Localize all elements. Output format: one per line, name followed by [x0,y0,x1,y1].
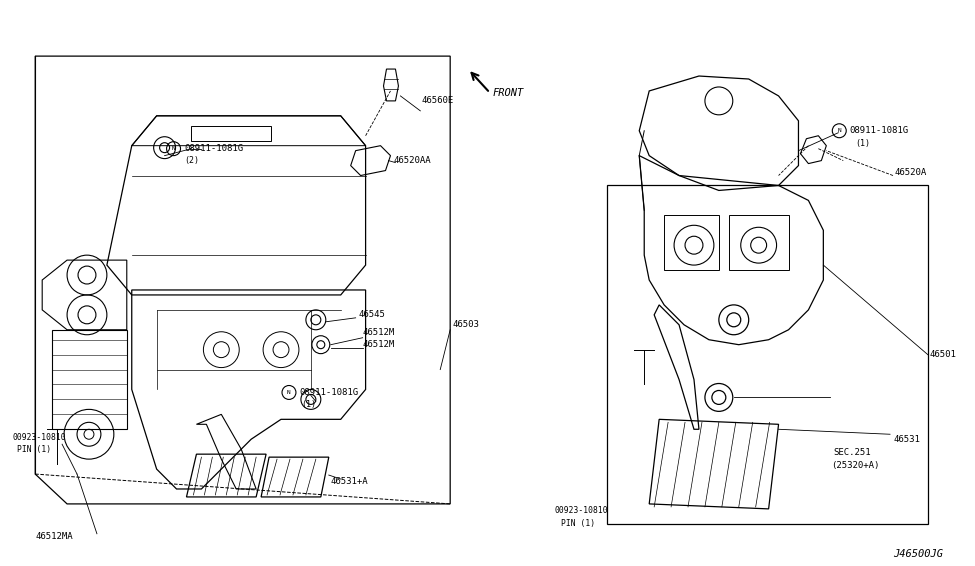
Text: (25320+A): (25320+A) [832,461,879,470]
Text: 08911-1081G: 08911-1081G [184,144,244,153]
Text: 46531+A: 46531+A [331,477,369,486]
Text: 46503: 46503 [452,320,479,329]
Text: (1): (1) [855,139,870,148]
Text: 46501: 46501 [930,350,956,359]
Text: 46560E: 46560E [421,96,453,105]
Text: 46512M: 46512M [363,340,395,349]
Text: 08911-1081G: 08911-1081G [299,388,358,397]
Text: 00923-10810: 00923-10810 [555,507,608,516]
Text: N: N [172,146,176,151]
Text: N: N [838,128,841,133]
Text: 00923-10810: 00923-10810 [13,433,66,441]
Text: J46500JG: J46500JG [893,548,943,559]
Text: FRONT: FRONT [493,88,525,98]
Text: 46512M: 46512M [363,328,395,337]
Text: PIN (1): PIN (1) [18,445,52,454]
Text: (1): (1) [301,400,316,409]
Text: PIN (1): PIN (1) [561,520,595,528]
Text: 46531: 46531 [893,435,919,444]
Text: N: N [287,390,291,395]
Text: 46520AA: 46520AA [394,156,431,165]
Text: 08911-1081G: 08911-1081G [849,126,909,135]
Text: 46520A: 46520A [895,168,927,177]
Text: SEC.251: SEC.251 [834,448,871,457]
Text: 46545: 46545 [359,310,385,319]
Text: (2): (2) [184,156,200,165]
Text: 46512MA: 46512MA [35,532,73,541]
